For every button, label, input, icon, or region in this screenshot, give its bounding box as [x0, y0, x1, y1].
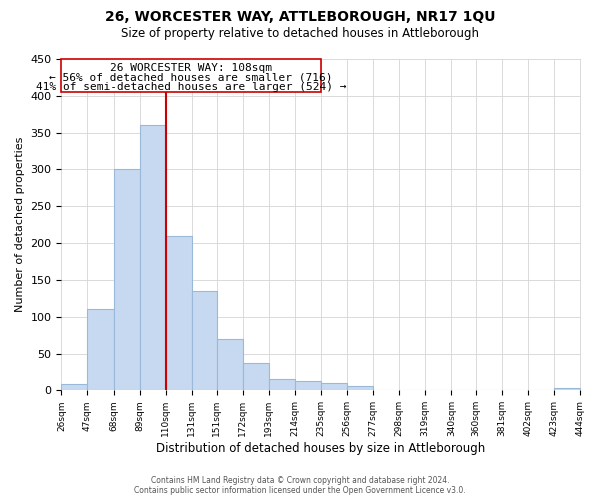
Bar — [192, 291, 217, 390]
Y-axis label: Number of detached properties: Number of detached properties — [15, 137, 25, 312]
Text: 26 WORCESTER WAY: 108sqm: 26 WORCESTER WAY: 108sqm — [110, 62, 272, 72]
X-axis label: Distribution of detached houses by size in Attleborough: Distribution of detached houses by size … — [157, 442, 485, 455]
Bar — [217, 339, 243, 390]
Bar — [88, 310, 113, 390]
Bar — [269, 380, 295, 390]
Bar — [243, 363, 269, 390]
Text: 41% of semi-detached houses are larger (524) →: 41% of semi-detached houses are larger (… — [36, 82, 346, 92]
Bar — [321, 383, 347, 390]
Bar — [113, 170, 140, 390]
Bar — [140, 126, 166, 390]
Text: 26, WORCESTER WAY, ATTLEBOROUGH, NR17 1QU: 26, WORCESTER WAY, ATTLEBOROUGH, NR17 1Q… — [105, 10, 495, 24]
Bar — [166, 236, 192, 390]
FancyBboxPatch shape — [61, 59, 321, 92]
Bar — [295, 381, 321, 390]
Text: Size of property relative to detached houses in Attleborough: Size of property relative to detached ho… — [121, 28, 479, 40]
Bar — [347, 386, 373, 390]
Bar — [554, 388, 580, 390]
Text: Contains HM Land Registry data © Crown copyright and database right 2024.
Contai: Contains HM Land Registry data © Crown c… — [134, 476, 466, 495]
Text: ← 56% of detached houses are smaller (716): ← 56% of detached houses are smaller (71… — [49, 72, 333, 83]
Bar — [61, 384, 88, 390]
